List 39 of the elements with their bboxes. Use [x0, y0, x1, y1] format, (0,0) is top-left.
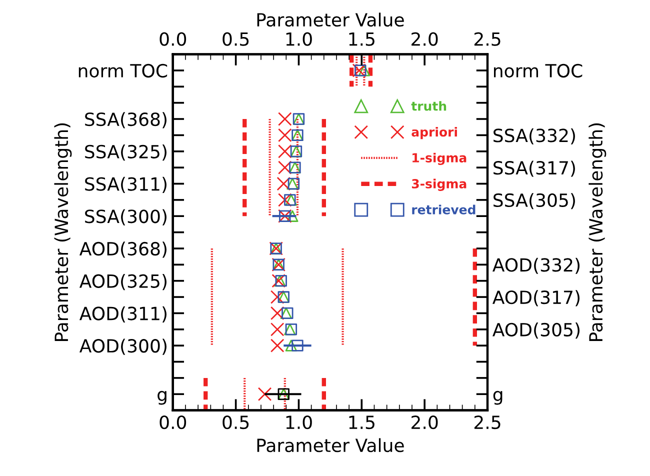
y2-tick-label: SSA(332) — [494, 128, 575, 144]
legend-label: 3-sigma — [412, 178, 466, 191]
x2-axis-title: Parameter Value — [257, 12, 404, 27]
legend-label: retrieved — [412, 204, 476, 214]
y-tick-label: SSA(368) — [85, 112, 166, 128]
x-tick-label: 1.5 — [349, 416, 374, 430]
x2-tick-label: 1.0 — [286, 32, 312, 46]
y2-tick-label: AOD(305) — [492, 322, 580, 339]
y-tick-label: SSA(325) — [85, 144, 166, 161]
legend-label: 1-sigma — [412, 152, 466, 166]
legend-label: apriori — [412, 126, 457, 140]
x2-tick-label: 0.0 — [160, 32, 186, 46]
x2-tick-label: 2.0 — [412, 32, 438, 46]
x2-tick-label: 2.5 — [474, 32, 500, 46]
y-tick-label: SSA(300) — [85, 209, 166, 226]
x-tick-label: 0.0 — [160, 415, 186, 430]
y2-tick-label: norm TOC — [494, 64, 582, 78]
x-tick-label: 2.0 — [412, 415, 438, 430]
y-tick-label: AOD(300) — [79, 338, 166, 355]
x2-tick-label: 1.5 — [349, 32, 374, 46]
y2-tick-label: SSA(317) — [494, 160, 575, 177]
y-tick-label: AOD(368) — [79, 242, 166, 258]
y-axis-title: Parameter (Wavelength) — [54, 123, 72, 341]
x-tick-label: 1.0 — [286, 415, 312, 430]
y2-tick-label: AOD(332) — [492, 258, 580, 274]
y2-tick-label: SSA(305) — [494, 193, 575, 210]
y-tick-label: AOD(311) — [79, 306, 166, 322]
y2-axis-title: Parameter (Wavelength) — [588, 123, 606, 341]
y-tick-label: g — [158, 390, 166, 405]
y2-tick-label: g — [493, 390, 502, 405]
legend-label: truth — [411, 101, 446, 111]
x-axis-title: Parameter Value — [257, 438, 404, 452]
x-tick-label: 0.5 — [222, 415, 249, 430]
x-tick-label: 2.5 — [474, 415, 500, 430]
x2-tick-label: 0.5 — [222, 32, 249, 46]
y-tick-label: AOD(325) — [79, 274, 166, 290]
y-tick-label: norm TOC — [78, 64, 168, 78]
y-tick-label: SSA(311) — [85, 176, 166, 193]
y2-tick-label: AOD(317) — [492, 290, 580, 306]
